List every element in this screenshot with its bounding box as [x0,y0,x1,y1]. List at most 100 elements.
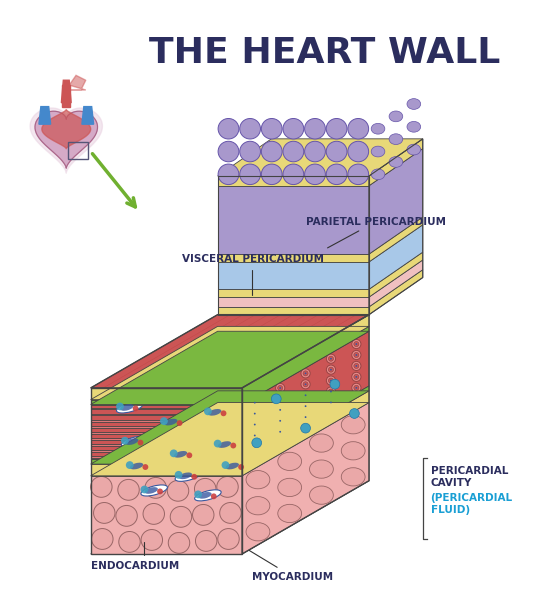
Circle shape [254,434,255,436]
Ellipse shape [389,111,403,122]
Ellipse shape [341,468,365,486]
Circle shape [252,400,257,405]
Ellipse shape [218,529,239,550]
Circle shape [278,407,283,412]
Polygon shape [91,459,242,464]
Circle shape [327,376,335,385]
Circle shape [354,364,359,368]
Circle shape [356,365,357,367]
Circle shape [328,389,334,394]
Text: PERICARDIAL
CAVITY: PERICARDIAL CAVITY [430,466,508,488]
Bar [148,414,154,449]
Ellipse shape [326,118,347,139]
Polygon shape [30,108,102,173]
Ellipse shape [310,486,333,504]
Ellipse shape [141,530,162,550]
Polygon shape [91,388,242,400]
Circle shape [330,379,340,389]
Circle shape [252,422,257,427]
Ellipse shape [175,470,202,481]
Circle shape [250,442,259,451]
Circle shape [280,431,281,433]
Circle shape [252,438,261,448]
Polygon shape [91,432,242,434]
Circle shape [141,485,148,493]
Ellipse shape [164,419,177,425]
Circle shape [305,416,306,418]
Ellipse shape [348,118,369,139]
Circle shape [220,410,226,416]
Circle shape [328,356,334,361]
Circle shape [278,418,283,424]
Circle shape [328,367,334,372]
Circle shape [177,420,183,426]
Polygon shape [91,438,242,440]
Ellipse shape [283,118,304,139]
Ellipse shape [341,442,365,460]
Ellipse shape [119,532,140,553]
Ellipse shape [305,118,325,139]
Polygon shape [91,331,369,404]
Polygon shape [218,186,369,254]
Polygon shape [369,149,423,254]
Polygon shape [242,331,369,459]
Circle shape [250,431,259,440]
Ellipse shape [226,463,239,469]
Circle shape [250,420,259,429]
Ellipse shape [214,439,241,450]
Polygon shape [242,326,369,404]
Circle shape [276,427,285,436]
Circle shape [174,471,183,479]
Circle shape [254,402,255,404]
Circle shape [301,380,310,389]
Ellipse shape [240,118,260,139]
Polygon shape [69,76,86,90]
Ellipse shape [121,436,148,447]
Circle shape [121,437,129,445]
Circle shape [354,341,359,347]
Polygon shape [242,314,369,400]
Circle shape [330,358,332,359]
Circle shape [133,406,138,412]
Ellipse shape [389,134,403,145]
Ellipse shape [120,404,133,411]
Ellipse shape [348,164,369,185]
Ellipse shape [371,169,385,179]
Polygon shape [62,85,70,107]
Circle shape [327,387,335,396]
Circle shape [252,433,257,438]
Circle shape [280,398,281,400]
Circle shape [254,445,255,448]
Ellipse shape [218,441,231,448]
Ellipse shape [141,485,167,496]
Ellipse shape [220,503,241,523]
Circle shape [160,417,168,425]
Ellipse shape [310,434,333,452]
Circle shape [303,404,308,409]
Circle shape [354,385,359,391]
Polygon shape [218,297,369,307]
Ellipse shape [199,492,212,499]
Ellipse shape [91,476,112,497]
Ellipse shape [205,407,231,418]
Ellipse shape [407,144,421,155]
Polygon shape [91,464,242,476]
Circle shape [280,409,281,411]
Ellipse shape [160,416,187,428]
Polygon shape [91,444,242,446]
Ellipse shape [195,490,221,501]
Circle shape [327,398,335,407]
Polygon shape [91,400,242,404]
Polygon shape [218,307,369,314]
Circle shape [280,420,281,422]
Circle shape [328,378,334,383]
Polygon shape [82,107,94,124]
Circle shape [204,407,212,415]
Polygon shape [91,459,242,464]
Text: (PERICARDIAL
FLUID): (PERICARDIAL FLUID) [430,493,513,515]
Polygon shape [91,400,242,404]
Text: ENDOCARDIUM: ENDOCARDIUM [91,542,179,571]
Circle shape [352,350,361,359]
Circle shape [305,405,306,407]
Text: PARIETAL PERICARDIUM: PARIETAL PERICARDIUM [306,217,446,248]
